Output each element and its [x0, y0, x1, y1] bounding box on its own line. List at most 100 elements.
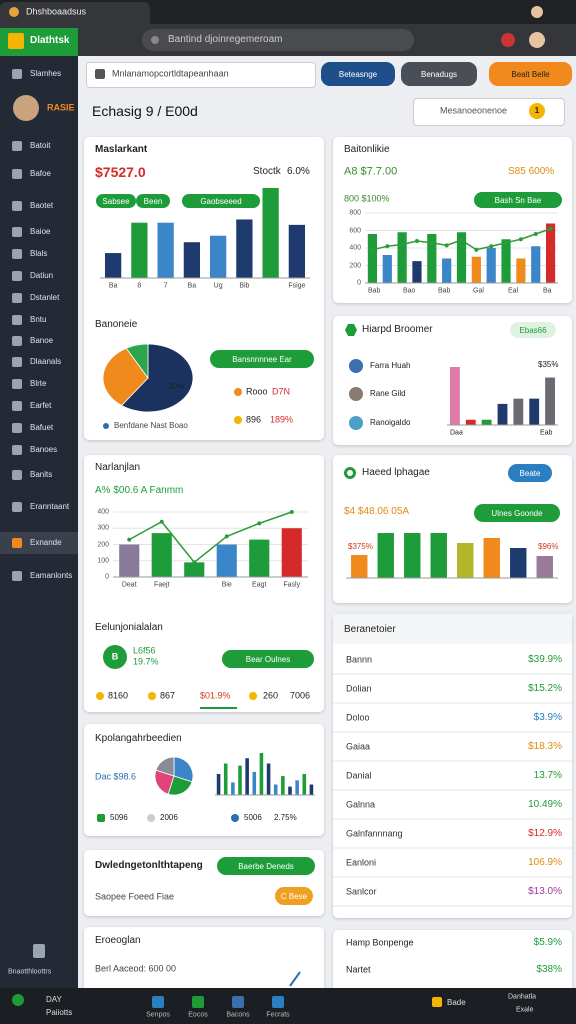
bar [367, 234, 378, 283]
y-tick-label: 800 [349, 209, 361, 217]
pill[interactable]: Been [136, 194, 170, 208]
y-tick-label: 600 [349, 227, 361, 234]
line-point [159, 519, 164, 524]
bar [288, 786, 292, 795]
bar [231, 782, 235, 795]
bar [545, 223, 556, 283]
x-tick-label: Ba [187, 282, 197, 290]
nav-item[interactable]: Baioe [30, 227, 51, 236]
nav-item[interactable]: Datiun [30, 271, 54, 280]
nav-item[interactable]: Earfet [30, 401, 52, 410]
sidebar-footer: Bnaotthloottrs [8, 968, 52, 976]
pill[interactable]: Ebas66 [510, 322, 556, 338]
bar [262, 188, 279, 278]
pill[interactable]: Gaobseeed [182, 194, 260, 208]
nav-item[interactable]: Blals [30, 249, 48, 258]
button[interactable]: Bealt Belle [489, 62, 572, 86]
bar [529, 398, 540, 425]
bar [481, 419, 492, 425]
bar [427, 234, 437, 283]
nav-item[interactable]: Banoes [30, 445, 58, 454]
pill[interactable]: Bash Sn Bae [474, 192, 562, 208]
icon [12, 571, 22, 581]
badge: B [111, 651, 119, 662]
bar [281, 528, 302, 577]
address-bar[interactable] [142, 29, 414, 51]
bar [442, 258, 452, 283]
x-label: Eal [508, 287, 519, 295]
line-point [518, 237, 523, 242]
stat: 2.75% [274, 813, 297, 822]
icon [12, 141, 22, 151]
nav-item[interactable]: Dlaanals [30, 357, 62, 366]
bar [104, 253, 122, 278]
metric: 800 $100% [344, 193, 390, 204]
pill[interactable]: Ulnes Goonde [474, 504, 560, 522]
nav-item[interactable]: Slamhes [30, 69, 62, 78]
pill[interactable]: Bansnnnnee Ear [210, 350, 314, 368]
tray-text: Danhatla [508, 993, 537, 1001]
nav-item[interactable]: Bntu [30, 315, 47, 324]
card-title: Dwledngetonlthtapeng [95, 860, 203, 871]
nav-item[interactable]: Banlts [30, 470, 53, 479]
page-title: Echasig 9 / E00d [92, 103, 198, 119]
icon [96, 692, 104, 700]
nav-item[interactable]: Batoit [30, 141, 51, 150]
x-tick-label: Fsige [288, 282, 306, 290]
pill[interactable]: Baerbe Deneds [217, 857, 315, 875]
taskbar-app[interactable]: Bacons [226, 1011, 250, 1019]
nav-item[interactable]: Eamanlonts [30, 571, 73, 580]
taskbar-app[interactable]: Senpos [146, 1011, 170, 1019]
nav-item[interactable]: Baotet [30, 201, 54, 210]
tab[interactable] [0, 2, 150, 24]
legend-label: Rooo [246, 386, 268, 397]
nav-item[interactable]: Dstanlet [30, 293, 60, 302]
stat: 7006 [290, 690, 311, 701]
tab-title[interactable]: Dhshboaadsus [26, 6, 87, 17]
x-tick-label: Ug [213, 282, 223, 290]
nav-item[interactable]: Eranntaant [30, 502, 70, 511]
url[interactable]: Bantind djoinregemeroam [168, 34, 283, 45]
row-value: $38% [536, 964, 562, 975]
row-label: Farra Huah [370, 361, 411, 370]
value-label: $375% [348, 542, 373, 551]
icon [95, 69, 105, 79]
bar [513, 398, 524, 425]
pill[interactable]: Bear Oulnes [222, 650, 314, 668]
bar [497, 403, 508, 425]
card [84, 455, 324, 712]
taskbar-app[interactable]: Fecrats [266, 1011, 290, 1019]
pill[interactable]: Sabsee [96, 194, 136, 208]
line-point [459, 238, 464, 243]
icon [12, 357, 22, 367]
line-point [385, 244, 390, 249]
icon [12, 401, 22, 411]
row-value: $5.9% [533, 937, 562, 948]
bar [209, 235, 227, 278]
stat: 867 [160, 690, 176, 701]
nav-item[interactable]: Banoe [30, 336, 54, 345]
icon [501, 33, 515, 47]
button[interactable]: Benadugs [401, 62, 477, 86]
note: Benfdane Nast Boao [114, 421, 188, 430]
card-title: Haeed lphagae [362, 467, 430, 478]
bar [245, 758, 249, 795]
button[interactable]: Beate [508, 464, 552, 482]
nav-item[interactable]: Bafoe [30, 169, 51, 178]
nav-item[interactable]: Exnande [30, 538, 62, 547]
button[interactable]: Beteasnge [321, 62, 395, 86]
icon [12, 423, 22, 433]
bar [471, 256, 481, 283]
button[interactable]: C Bese [275, 887, 313, 905]
bar [259, 753, 264, 795]
taskbar-app[interactable]: Eocos [188, 1011, 208, 1019]
x-label: Ba [543, 287, 552, 295]
search-input[interactable] [86, 62, 316, 88]
nav-item[interactable]: Blrte [30, 379, 47, 388]
nav-item[interactable]: Bafuet [30, 423, 54, 432]
icon [147, 814, 155, 822]
bar [516, 258, 526, 283]
row-value: $12.9% [528, 828, 562, 839]
sidebar-active [0, 532, 78, 554]
